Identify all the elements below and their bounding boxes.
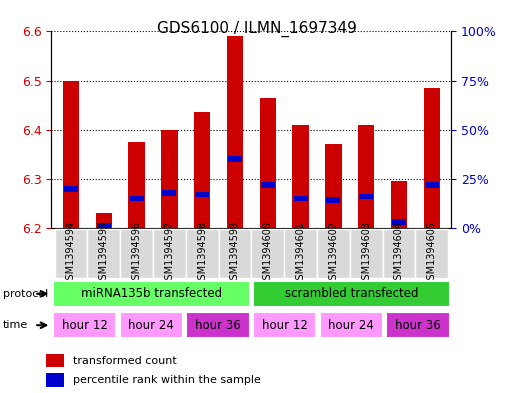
Text: time: time [3, 320, 28, 331]
Bar [359, 194, 373, 200]
FancyBboxPatch shape [386, 312, 450, 338]
FancyBboxPatch shape [253, 281, 450, 307]
FancyBboxPatch shape [53, 281, 250, 307]
FancyBboxPatch shape [153, 229, 186, 278]
FancyBboxPatch shape [120, 312, 183, 338]
Text: transformed count: transformed count [73, 356, 176, 366]
FancyBboxPatch shape [253, 312, 317, 338]
FancyBboxPatch shape [53, 312, 116, 338]
Text: GSM1394603: GSM1394603 [361, 221, 371, 286]
Bar [195, 192, 209, 198]
Text: miRNA135b transfected: miRNA135b transfected [81, 287, 222, 300]
Bar [64, 186, 78, 192]
FancyBboxPatch shape [320, 312, 383, 338]
FancyBboxPatch shape [87, 229, 120, 278]
Bar [161, 130, 177, 228]
FancyBboxPatch shape [219, 229, 251, 278]
Text: hour 24: hour 24 [128, 319, 174, 332]
Text: GSM1394599: GSM1394599 [230, 221, 240, 286]
Bar [163, 190, 176, 195]
Text: protocol: protocol [3, 289, 48, 299]
Text: scrambled transfected: scrambled transfected [285, 287, 418, 300]
Bar [358, 125, 374, 228]
Bar [95, 213, 112, 228]
Bar [392, 219, 406, 225]
Bar [293, 196, 307, 202]
FancyBboxPatch shape [120, 229, 153, 278]
Bar [194, 112, 210, 228]
Bar [425, 182, 439, 188]
Text: hour 36: hour 36 [195, 319, 241, 332]
FancyBboxPatch shape [284, 229, 317, 278]
Bar [292, 125, 309, 228]
Text: hour 36: hour 36 [395, 319, 441, 332]
Bar [424, 88, 440, 228]
Text: GSM1394600: GSM1394600 [263, 221, 273, 286]
Text: GSM1394602: GSM1394602 [328, 221, 339, 286]
Bar [63, 81, 79, 228]
FancyBboxPatch shape [317, 229, 350, 278]
Text: GSM1394598: GSM1394598 [197, 221, 207, 286]
FancyBboxPatch shape [383, 229, 416, 278]
Bar [325, 144, 342, 228]
FancyBboxPatch shape [186, 312, 250, 338]
Text: percentile rank within the sample: percentile rank within the sample [73, 375, 261, 386]
FancyBboxPatch shape [186, 229, 219, 278]
Bar [391, 181, 407, 228]
Bar [97, 223, 111, 229]
Text: GSM1394597: GSM1394597 [164, 221, 174, 286]
Bar [261, 182, 275, 188]
Text: GSM1394595: GSM1394595 [99, 221, 109, 286]
Bar [46, 354, 64, 367]
Bar [46, 373, 64, 387]
Text: GSM1394604: GSM1394604 [394, 221, 404, 286]
Text: GSM1394596: GSM1394596 [131, 221, 142, 286]
Text: hour 12: hour 12 [62, 319, 108, 332]
Bar [260, 98, 276, 228]
Bar [128, 142, 145, 228]
FancyBboxPatch shape [251, 229, 284, 278]
Text: hour 24: hour 24 [328, 319, 374, 332]
FancyBboxPatch shape [350, 229, 383, 278]
Bar [130, 196, 144, 202]
Text: GSM1394601: GSM1394601 [295, 221, 306, 286]
Text: GDS6100 / ILMN_1697349: GDS6100 / ILMN_1697349 [156, 20, 357, 37]
Bar [326, 198, 340, 204]
Text: hour 12: hour 12 [262, 319, 308, 332]
Bar [227, 36, 243, 228]
FancyBboxPatch shape [416, 229, 448, 278]
FancyBboxPatch shape [54, 229, 87, 278]
Text: GSM1394594: GSM1394594 [66, 221, 76, 286]
Text: GSM1394605: GSM1394605 [427, 221, 437, 286]
Bar [228, 156, 242, 162]
